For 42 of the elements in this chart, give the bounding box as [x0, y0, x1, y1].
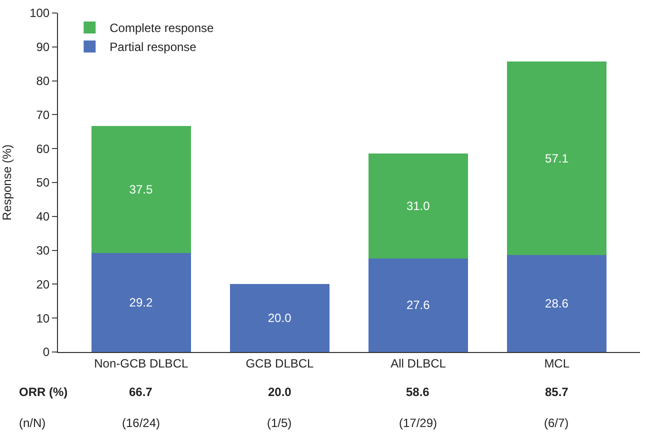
y-tick-label: 80 [36, 74, 50, 88]
x-tick-label: GCB DLBCL [246, 356, 314, 370]
data-label: 37.5 [129, 182, 153, 196]
x-tick-label: MCL [544, 356, 570, 370]
text: (6/7) [544, 416, 569, 430]
text: (1/5) [267, 416, 292, 430]
bar [368, 153, 468, 258]
y-tick-label: 100 [30, 6, 50, 20]
total-label: 85.7 [545, 385, 569, 399]
text: ORR (%) [19, 385, 68, 399]
legend-label: Partial response [110, 40, 197, 54]
text: (17/29) [399, 416, 438, 430]
data-label: 28.6 [545, 296, 569, 311]
total-label: 58.6 [406, 385, 430, 399]
y-tick-label: 20 [36, 277, 50, 292]
y-tick-label: 0 [42, 345, 50, 360]
bar [368, 258, 468, 352]
bar [230, 284, 330, 352]
data-label: 29.2 [129, 296, 153, 310]
bar [506, 61, 607, 256]
y-tick-label: 60 [36, 142, 50, 156]
x-tick-label: All DLBCL [390, 356, 446, 370]
y-tick-label: 90 [36, 40, 50, 54]
text: (16/24) [122, 416, 160, 430]
bar [91, 253, 192, 352]
bar [91, 126, 192, 254]
data-label: 57.1 [545, 151, 569, 166]
data-label: 20.0 [268, 311, 292, 326]
x-tick-label: Non-GCB DLBCL [94, 356, 188, 370]
text: (n/N) [19, 416, 46, 430]
y-tick-label: 40 [36, 210, 50, 224]
total-label: 20.0 [268, 385, 292, 399]
y-tick-label: 50 [36, 176, 50, 190]
total-label: 66.7 [129, 385, 153, 399]
y-tick-label: 10 [36, 311, 50, 326]
y-tick-label: 70 [36, 108, 50, 122]
data-label: 31.0 [406, 198, 430, 213]
y-axis-title: Response (%) [0, 144, 14, 221]
data-label: 27.6 [406, 298, 430, 312]
legend-label: Complete response [110, 21, 214, 36]
y-tick-label: 30 [36, 244, 50, 258]
bar [506, 255, 607, 352]
